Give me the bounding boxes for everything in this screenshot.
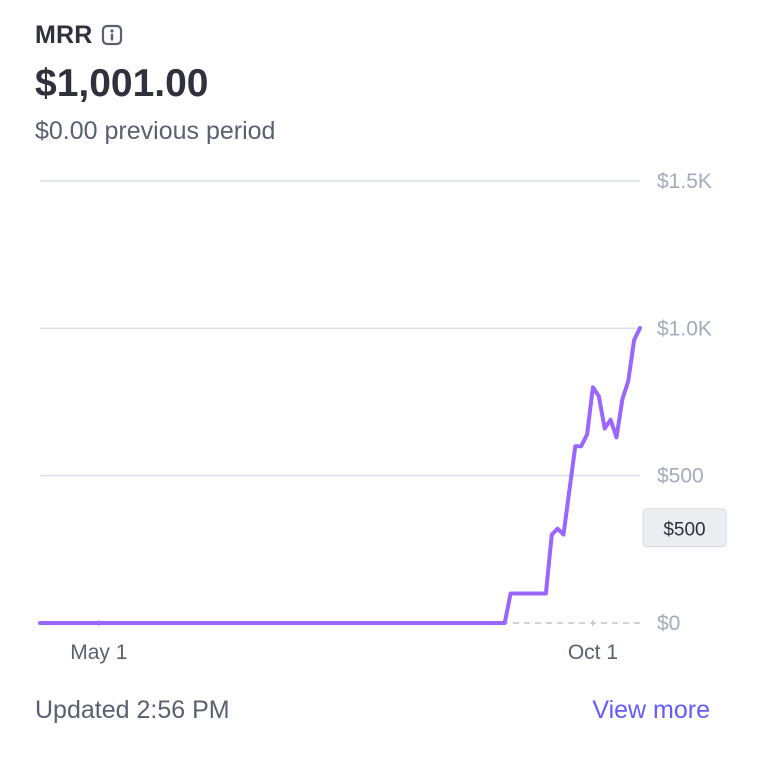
- info-icon[interactable]: [101, 24, 123, 46]
- y-tick-label-1: $500: [657, 465, 704, 488]
- metric-header: MRR $1,001.00 $0.00 previous period: [35, 18, 275, 146]
- card-footer: Updated 2:56 PM View more: [35, 696, 710, 725]
- metric-name: MRR: [35, 20, 93, 49]
- y-axis-labels: $0 $500 $1.0K $1.5K: [657, 170, 712, 635]
- previous-period: $0.00 previous period: [35, 117, 276, 145]
- x-tick-label-1: Oct 1: [568, 641, 618, 664]
- metric-value: $1,001.00: [35, 62, 209, 105]
- badge-background: [642, 508, 727, 548]
- y-tick-label-0: $0: [657, 612, 680, 635]
- y-tick-label-2: $1.0K: [657, 317, 712, 340]
- metric-title-row: MRR: [35, 18, 275, 52]
- badge-value: $500: [663, 520, 705, 541]
- hover-value-badge: $500: [642, 508, 727, 548]
- mrr-line-chart[interactable]: $0 $500 $1.0K $1.5K May 1 Oct 1 $500: [0, 160, 774, 680]
- y-tick-label-3: $1.5K: [657, 170, 712, 193]
- updated-timestamp: Updated 2:56 PM: [35, 696, 230, 724]
- series-line-0: [38, 326, 642, 625]
- x-tick-label-0: May 1: [70, 641, 127, 664]
- x-axis-labels: May 1 Oct 1: [70, 620, 618, 664]
- chart-grid: [40, 180, 640, 477]
- chart-series: [38, 326, 642, 625]
- view-more-link[interactable]: View more: [592, 696, 710, 724]
